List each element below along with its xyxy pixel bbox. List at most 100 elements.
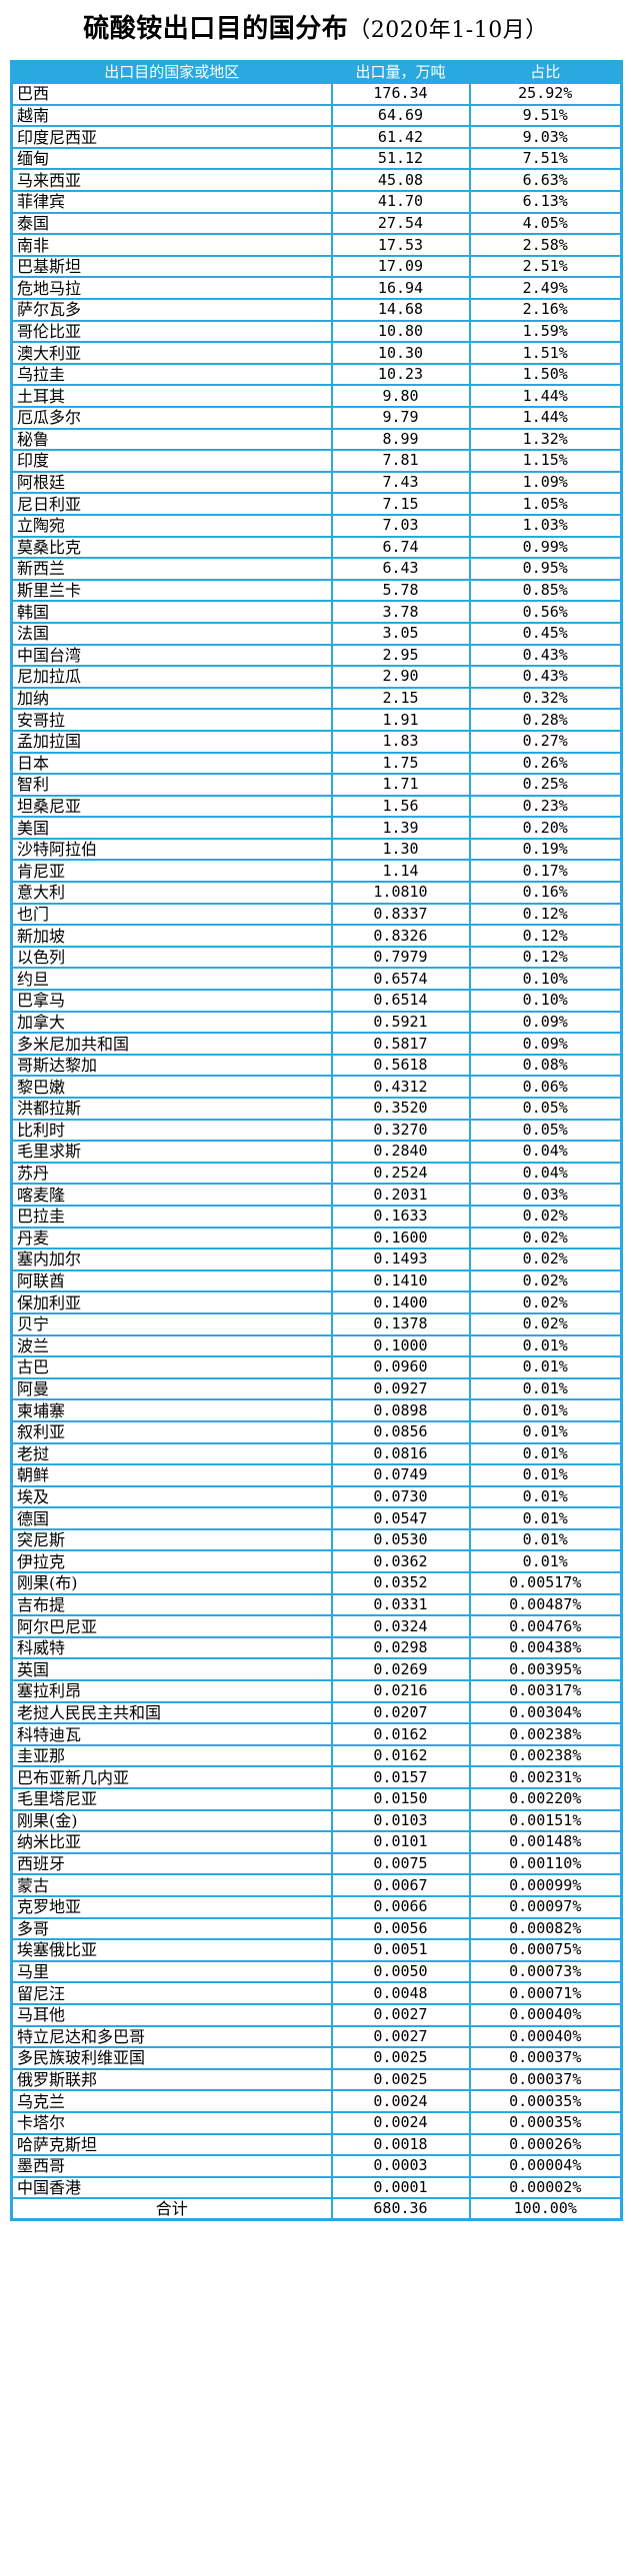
- country-cell: 危地马拉: [10, 276, 333, 301]
- volume-cell: 0.6514: [330, 989, 471, 1013]
- table-row: 塞内加尔 0.1493 0.02%: [10, 1248, 623, 1272]
- title-main: 硫酸铵出口目的国分布: [83, 14, 349, 44]
- table-row: 阿联酋 0.1410 0.02%: [10, 1269, 623, 1293]
- share-cell: 0.56%: [468, 600, 623, 624]
- country-cell: 新加坡: [10, 924, 333, 948]
- country-cell: 安哥拉: [10, 708, 333, 732]
- table-row: 泰国 27.54 4.05%: [10, 211, 623, 236]
- share-cell: 0.00110%: [468, 1851, 623, 1876]
- table-row: 阿曼 0.0927 0.01%: [10, 1376, 623, 1401]
- share-cell: 0.12%: [468, 945, 623, 970]
- volume-cell: 0.0003: [330, 2154, 471, 2178]
- table-row: 新西兰 6.43 0.95%: [10, 557, 623, 581]
- total-volume: 680.36: [330, 2197, 471, 2221]
- share-cell: 0.01%: [468, 1484, 623, 1509]
- country-cell: 马里: [10, 1959, 333, 1984]
- share-cell: 0.00317%: [468, 1679, 623, 1703]
- table-row: 保加利亚 0.1400 0.02%: [10, 1290, 623, 1314]
- table-row: 马来西亚 45.08 6.63%: [10, 168, 623, 193]
- volume-cell: 0.1410: [330, 1269, 471, 1293]
- table-row: 洪都拉斯 0.3520 0.05%: [10, 1097, 623, 1121]
- table-row: 科威特 0.0298 0.00438%: [10, 1635, 623, 1660]
- volume-cell: 0.0269: [330, 1657, 471, 1682]
- country-cell: 阿联酋: [10, 1269, 333, 1293]
- share-cell: 0.01%: [468, 1398, 623, 1422]
- share-cell: 2.49%: [468, 276, 623, 301]
- share-cell: 0.02%: [468, 1248, 623, 1272]
- volume-cell: 2.95: [330, 643, 471, 668]
- country-cell: 尼日利亚: [10, 492, 333, 516]
- table-row: 斯里兰卡 5.78 0.85%: [10, 578, 623, 603]
- share-cell: 0.00035%: [468, 2110, 623, 2135]
- volume-cell: 0.1000: [330, 1333, 471, 1358]
- volume-cell: 1.83: [330, 729, 471, 754]
- share-cell: 0.20%: [468, 816, 623, 840]
- table-row: 南非 17.53 2.58%: [10, 233, 623, 257]
- volume-cell: 0.0960: [330, 1355, 471, 1379]
- share-cell: 1.44%: [468, 406, 623, 430]
- volume-cell: 1.91: [330, 708, 471, 732]
- share-cell: 0.00037%: [468, 2046, 623, 2070]
- share-cell: 0.02%: [468, 1204, 623, 1229]
- volume-cell: 0.0362: [330, 1549, 471, 1574]
- country-cell: 肯尼亚: [10, 859, 333, 884]
- volume-cell: 1.56: [330, 794, 471, 819]
- table-row: 苏丹 0.2524 0.04%: [10, 1161, 623, 1186]
- volume-cell: 0.0856: [330, 1419, 471, 1444]
- volume-cell: 0.1633: [330, 1204, 471, 1229]
- table-row: 哥斯达黎加 0.5618 0.08%: [10, 1053, 623, 1078]
- share-cell: 0.00151%: [468, 1808, 623, 1833]
- country-cell: 埃及: [10, 1484, 333, 1509]
- volume-cell: 6.74: [330, 535, 471, 560]
- table-row: 留尼汪 0.0048 0.00071%: [10, 1981, 623, 2005]
- header-row: 出口目的国家或地区 出口量，万吨 占比: [10, 60, 623, 85]
- volume-cell: 0.0816: [330, 1441, 471, 1466]
- table-row: 智利 1.71 0.25%: [10, 773, 623, 797]
- volume-cell: 0.3520: [330, 1097, 471, 1121]
- volume-cell: 0.8337: [330, 902, 471, 927]
- country-cell: 意大利: [10, 881, 333, 905]
- country-cell: 刚果(布): [10, 1571, 333, 1595]
- volume-cell: 0.0162: [330, 1743, 471, 1768]
- table-row: 尼日利亚 7.15 1.05%: [10, 492, 623, 516]
- volume-cell: 51.12: [330, 146, 471, 171]
- share-cell: 0.04%: [468, 1161, 623, 1186]
- share-cell: 0.05%: [468, 1097, 623, 1121]
- country-cell: 日本: [10, 751, 333, 776]
- column-header-share: 占比: [468, 60, 623, 85]
- volume-cell: 1.0810: [330, 881, 471, 905]
- table-row: 乌拉圭 10.23 1.50%: [10, 362, 623, 387]
- country-cell: 美国: [10, 816, 333, 840]
- share-cell: 0.00517%: [468, 1571, 623, 1595]
- country-cell: 波兰: [10, 1333, 333, 1358]
- country-cell: 多米尼加共和国: [10, 1032, 333, 1056]
- volume-cell: 0.0730: [330, 1484, 471, 1509]
- share-cell: 0.00487%: [468, 1592, 623, 1617]
- share-cell: 0.02%: [468, 1226, 623, 1251]
- volume-cell: 9.79: [330, 406, 471, 430]
- table-row: 圭亚那 0.0162 0.00238%: [10, 1743, 623, 1768]
- volume-cell: 3.05: [330, 621, 471, 646]
- share-cell: 0.00099%: [468, 1873, 623, 1897]
- share-cell: 0.26%: [468, 751, 623, 776]
- share-cell: 0.01%: [468, 1527, 623, 1552]
- country-cell: 厄瓜多尔: [10, 406, 333, 430]
- share-cell: 0.00026%: [468, 2132, 623, 2157]
- country-cell: 朝鲜: [10, 1463, 333, 1487]
- share-cell: 0.00040%: [468, 2024, 623, 2049]
- table-row: 墨西哥 0.0003 0.00004%: [10, 2154, 623, 2178]
- table-row: 巴基斯坦 17.09 2.51%: [10, 254, 623, 279]
- country-cell: 巴基斯坦: [10, 254, 333, 279]
- country-cell: 毛里塔尼亚: [10, 1787, 333, 1811]
- country-cell: 加拿大: [10, 1010, 333, 1035]
- volume-cell: 0.0051: [330, 1938, 471, 1962]
- share-cell: 1.05%: [468, 492, 623, 516]
- table-row: 比利时 0.3270 0.05%: [10, 1118, 623, 1143]
- country-cell: 中国香港: [10, 2175, 333, 2200]
- country-cell: 南非: [10, 233, 333, 257]
- volume-cell: 0.0216: [330, 1679, 471, 1703]
- table-row: 多民族玻利维亚国 0.0025 0.00037%: [10, 2046, 623, 2070]
- volume-cell: 0.4312: [330, 1075, 471, 1099]
- share-cell: 1.59%: [468, 319, 623, 344]
- table-row: 约旦 0.6574 0.10%: [10, 967, 623, 992]
